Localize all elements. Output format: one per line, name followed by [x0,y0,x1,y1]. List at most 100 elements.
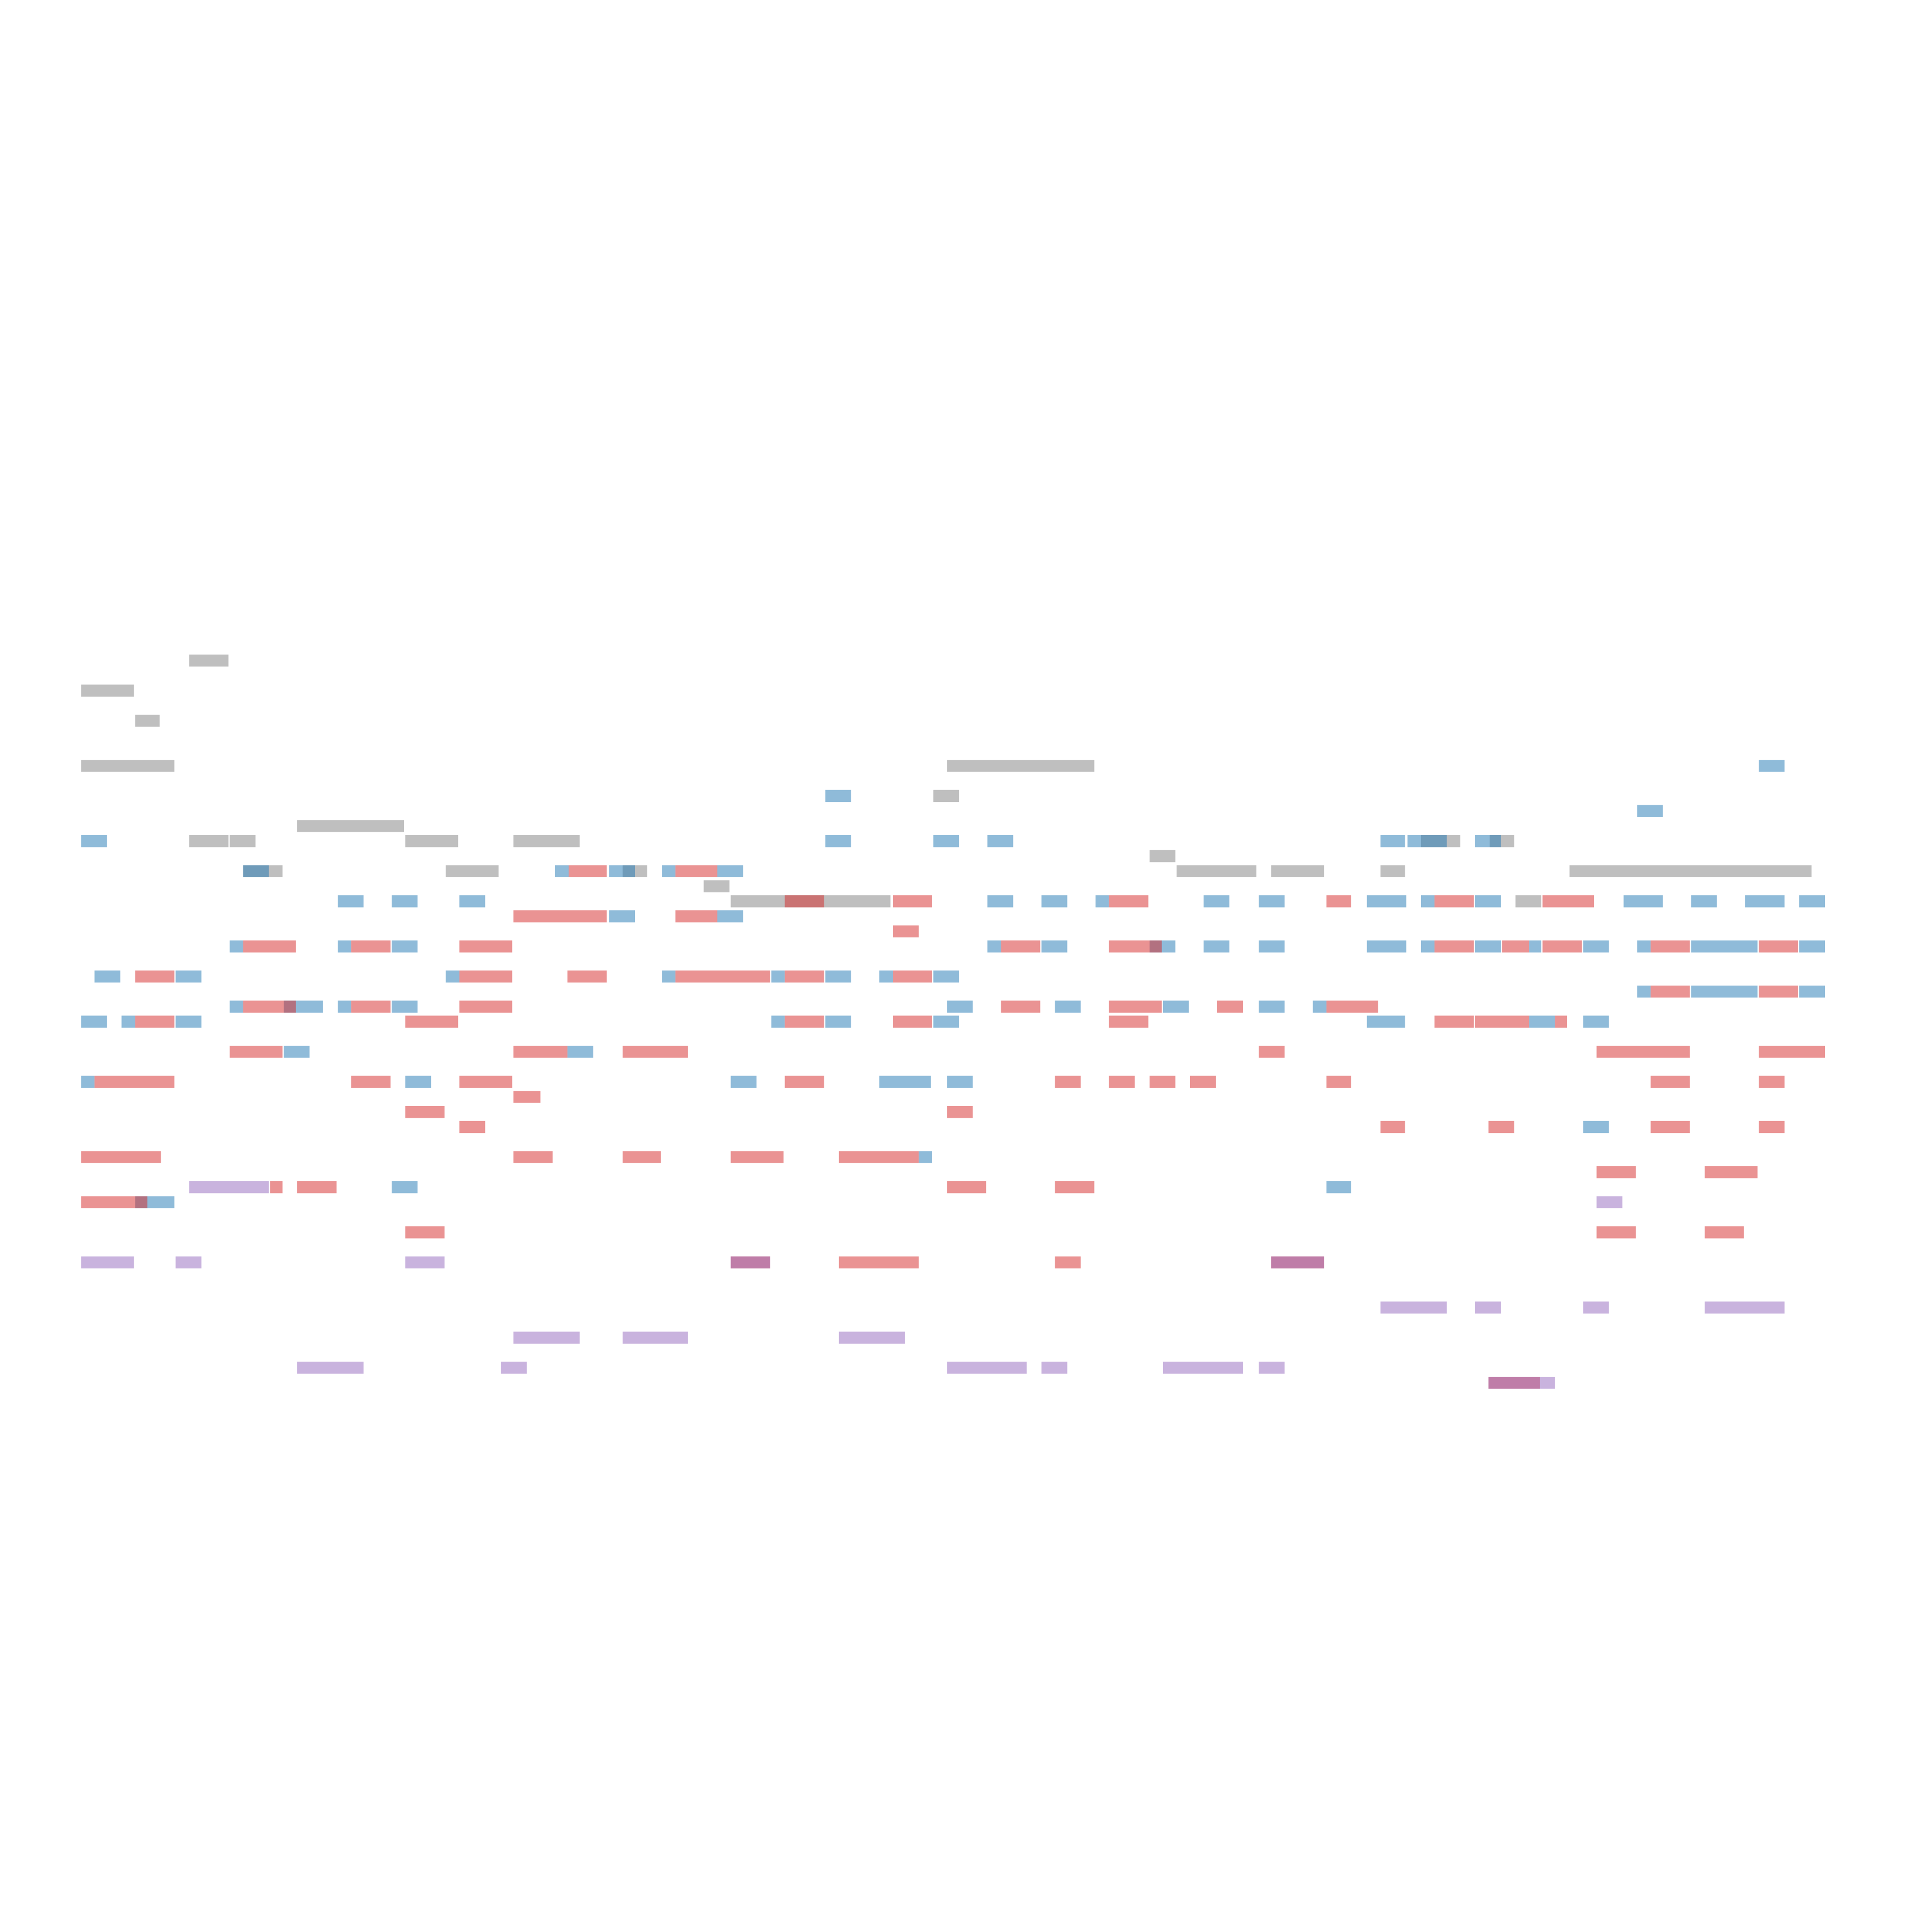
note [1799,940,1825,953]
note [81,1196,148,1209]
note [81,835,107,847]
note [675,970,770,983]
note [1758,1045,1825,1058]
note [784,895,824,908]
note [1326,895,1351,908]
note [947,1106,973,1118]
note [1650,940,1690,953]
note [1217,1000,1243,1013]
note [1704,1226,1744,1239]
note [446,970,460,983]
note [135,970,175,983]
note [1583,1015,1609,1028]
note [1041,940,1068,953]
note [94,1076,175,1088]
note [947,1181,987,1194]
note [1434,1015,1474,1028]
note [338,1000,352,1013]
note [1109,1076,1135,1088]
note [175,1015,202,1028]
note [189,1181,269,1194]
note [1055,1076,1081,1088]
note [933,970,960,983]
note [338,895,364,908]
note [1569,865,1812,878]
note [947,1362,1027,1374]
note [1055,1256,1081,1269]
note [947,1076,973,1088]
note [1542,895,1595,908]
note [297,820,405,832]
note [243,1000,296,1013]
note [1758,760,1785,772]
note [297,1362,364,1374]
note [513,835,580,847]
note [893,895,932,908]
note [825,1015,851,1028]
note [879,970,893,983]
note [405,1015,459,1028]
note [1176,865,1257,878]
note [270,1181,283,1194]
note [1475,1301,1501,1314]
note [81,760,175,772]
note [1204,895,1229,908]
note [933,790,960,802]
note [1163,1000,1189,1013]
note [662,970,676,983]
note [784,970,824,983]
note [771,1015,785,1028]
note [1475,1015,1529,1028]
note [879,1076,931,1088]
note [405,1256,445,1269]
note [1109,1015,1149,1028]
note [81,684,134,697]
note [1407,835,1447,847]
note [1313,1000,1327,1013]
note [513,1331,580,1344]
note [1650,1121,1690,1133]
note [1367,1015,1405,1028]
note [351,1000,391,1013]
note [513,910,607,923]
note [825,790,851,802]
note [1367,940,1406,953]
note [1041,895,1068,908]
note [1367,895,1406,908]
note [623,1045,688,1058]
note [838,1331,905,1344]
note [1704,1166,1758,1178]
note [1109,895,1149,908]
note [1596,1196,1623,1209]
note [933,1015,960,1028]
note [1271,1256,1324,1269]
note [1259,1362,1285,1374]
note [459,1000,512,1013]
note [987,940,1001,953]
note [838,1256,919,1269]
note [893,925,919,938]
note [229,1000,243,1013]
note [229,835,256,847]
note [81,1151,161,1163]
note [1555,1015,1567,1028]
note [1704,1301,1785,1314]
note [243,940,296,953]
note [283,1045,310,1058]
note [1637,940,1651,953]
note [1623,895,1663,908]
note [825,970,851,983]
note [81,1015,107,1028]
note [567,970,607,983]
note [675,865,718,878]
note [1055,1000,1081,1013]
note [1650,1076,1690,1088]
note [893,970,932,983]
note [1001,1000,1041,1013]
note [1488,1121,1515,1133]
note [893,1015,932,1028]
note [1637,985,1651,998]
note [987,835,1014,847]
note [1420,895,1435,908]
